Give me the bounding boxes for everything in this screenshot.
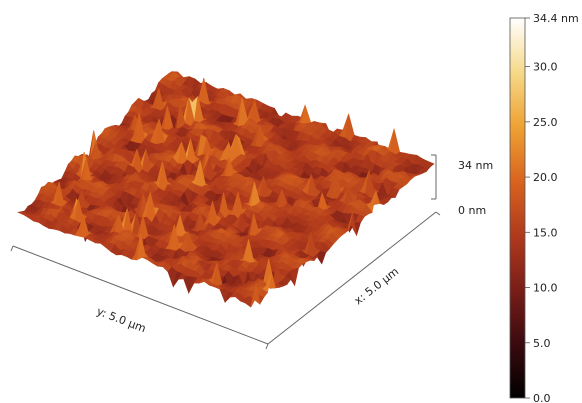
colorbar-strip xyxy=(509,17,526,399)
z-scale-top-label: 34 nm xyxy=(458,159,493,172)
colorbar-tick-label: 10.0 xyxy=(533,282,558,295)
colorbar-tick-label: 25.0 xyxy=(533,116,558,129)
colorbar-tick-label: 30.0 xyxy=(533,61,558,74)
surface-plot xyxy=(16,71,435,308)
surface-facet xyxy=(250,282,261,308)
colorbar: 0.0 5.0 10.0 15.0 20.0 25.0 30.0 34.4 nm xyxy=(509,12,579,403)
colorbar-tick-label: 0.0 xyxy=(533,392,551,403)
y-axis-label: y: 5.0 µm xyxy=(95,305,148,336)
colorbar-tick-label: 34.4 nm xyxy=(533,12,579,25)
surface-facet xyxy=(389,128,401,155)
z-scale-bar: 34 nm 0 nm xyxy=(431,154,493,217)
colorbar-tick-label: 5.0 xyxy=(533,337,551,350)
x-axis-label: x: 5.0 µm xyxy=(352,265,401,308)
colorbar-tick-label: 20.0 xyxy=(533,171,558,184)
colorbar-ticks: 0.0 5.0 10.0 15.0 20.0 25.0 30.0 34.4 nm xyxy=(525,12,579,403)
colorbar-tick-label: 15.0 xyxy=(533,226,558,239)
z-scale-bottom-label: 0 nm xyxy=(458,204,486,217)
